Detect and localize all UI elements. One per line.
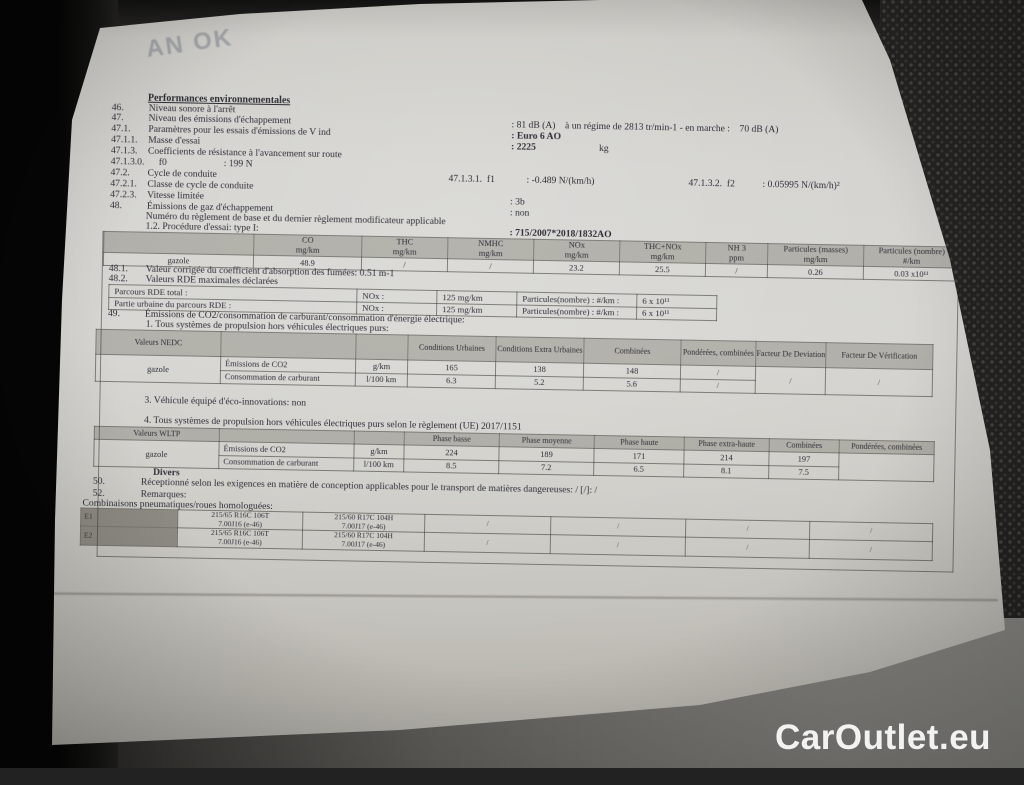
tire-table: E1 215/65 R16C 106T 7.00J16 (e-46) 215/60…	[80, 508, 934, 561]
nedc-header-verification: Facteur De Vérification	[825, 342, 934, 370]
nedc-header-deviation: Facteur De Deviation	[755, 341, 827, 368]
emissions-header-co: CO mg/km	[253, 234, 362, 258]
nedc-fuel-cell: gazole	[95, 354, 221, 384]
tire-empty-cell: /	[809, 521, 933, 542]
nedc-deviation-value: /	[755, 366, 826, 395]
nedc-header-extra-urban: Conditions Extra Urbaines	[495, 336, 585, 364]
emissions-header-thc: THC mg/km	[361, 236, 448, 259]
wltp-fuel-cell: gazole	[93, 439, 220, 469]
tire-empty-cell: /	[809, 539, 933, 561]
wltp-header-combined: Combinées	[769, 438, 840, 453]
wltp-unit: g/km	[353, 444, 405, 459]
thc-nox-value: 25.5	[619, 262, 706, 277]
nh3-value: /	[705, 263, 768, 278]
nedc-combined-value: 5.6	[583, 376, 681, 392]
tire-spec-2: 215/60 R17C 104H 7.00J17 (e-46)	[302, 512, 425, 533]
wltp-combined-value: 7.5	[768, 465, 839, 480]
tire-empty-cell: /	[550, 534, 686, 556]
nedc-header-urban: Conditions Urbaines	[407, 335, 497, 362]
nedc-header-empty	[355, 334, 409, 360]
nedc-urban-value: 6.3	[407, 373, 496, 389]
nedc-header-combined: Combinées	[583, 338, 682, 366]
pm-value: 0.26	[767, 264, 864, 280]
f0-value: : 199 N	[223, 158, 253, 170]
tire-row-label: E1	[80, 508, 178, 529]
f2-value: : 0.05995 N/(km/h)²	[762, 178, 840, 192]
certificate-paper: AN OK Performances environnementales 46.…	[52, 0, 1005, 745]
exhaust-value: : non	[509, 207, 530, 219]
wltp-table: Valeurs WLTP Phase basse Phase moyenne P…	[93, 426, 935, 482]
rde-particles-label: Particules(nombre) : #/km :	[516, 304, 637, 320]
nedc-verification-value: /	[825, 367, 933, 397]
wltp-row-label: Consommation de carburant	[218, 455, 354, 472]
wltp-extra-high-value: 8.1	[683, 463, 769, 479]
emissions-header-nh3: NH 3 ppm	[705, 242, 768, 265]
nedc-row-label: Consommation de carburant	[220, 370, 356, 387]
nedc-extra-urban-value: 5.2	[495, 375, 584, 391]
f2-label: 47.1.3.2. f2	[688, 177, 735, 190]
nedc-header-empty	[220, 331, 357, 360]
emissions-header-nox: NOx mg/km	[533, 239, 620, 263]
emissions-header-empty	[103, 231, 254, 256]
tire-row-label: E2	[80, 526, 178, 547]
tire-spec-1: 215/65 R16C 106T 7.00J16 (e-46)	[177, 509, 303, 531]
test-mass-value: : 2225	[511, 141, 536, 153]
emissions-header-pn: Particules (nombre) #/km	[863, 245, 960, 269]
nox-value: 23.2	[533, 260, 620, 276]
tire-empty-cell: /	[424, 514, 551, 535]
nedc-weighted-value: /	[680, 378, 756, 394]
rde-particles-value: 6 x 10¹¹	[636, 306, 717, 321]
tire-empty-cell: /	[550, 516, 686, 538]
wltp-header-empty	[354, 431, 405, 445]
tire-empty-cell: /	[685, 537, 810, 558]
nedc-table: Valeurs NEDC Conditions Urbaines Conditi…	[95, 329, 934, 397]
tire-spec-1: 215/65 R16C 106T 7.00J16 (e-46)	[177, 528, 303, 549]
wltp-combined-value: 197	[768, 451, 840, 467]
nmhc-value: /	[447, 258, 534, 274]
nedc-unit: l/100 km	[355, 372, 408, 387]
line-eco-innovations: 3. Véhicule équipé d'éco-innovations: no…	[144, 394, 307, 409]
emissions-header-nmhc: NMHC mg/km	[447, 237, 534, 261]
wltp-weighted-value	[838, 452, 935, 482]
wltp-low-value: 8.5	[403, 458, 499, 474]
nedc-title-cell: Valeurs NEDC	[95, 329, 222, 357]
wltp-high-value: 6.5	[593, 461, 684, 478]
f1-value: : -0.489 N/(km/h)	[526, 174, 595, 187]
f1-label: 47.1.3.1. f1	[448, 173, 495, 186]
emissions-header-thc-nox: THC+NOx mg/km	[619, 240, 706, 264]
wltp-medium-value: 7.2	[498, 460, 594, 476]
nedc-unit: g/km	[355, 359, 408, 374]
nedc-header-weighted: Pondérées, combinées	[680, 340, 757, 367]
tire-empty-cell: /	[424, 532, 551, 554]
wltp-unit: l/100 km	[353, 457, 404, 472]
test-mass-unit: kg	[599, 142, 609, 155]
emissions-header-pm: Particules (masses) mg/km	[767, 243, 864, 267]
caroutlet-watermark: CarOutlet.eu	[775, 718, 992, 757]
pn-value: 0.03 x10¹¹	[863, 266, 960, 282]
nedc-weighted-value: /	[680, 365, 756, 380]
tire-empty-cell: /	[685, 519, 810, 540]
tire-spec-2: 215/60 R17C 104H 7.00J17 (e-46)	[302, 530, 425, 551]
